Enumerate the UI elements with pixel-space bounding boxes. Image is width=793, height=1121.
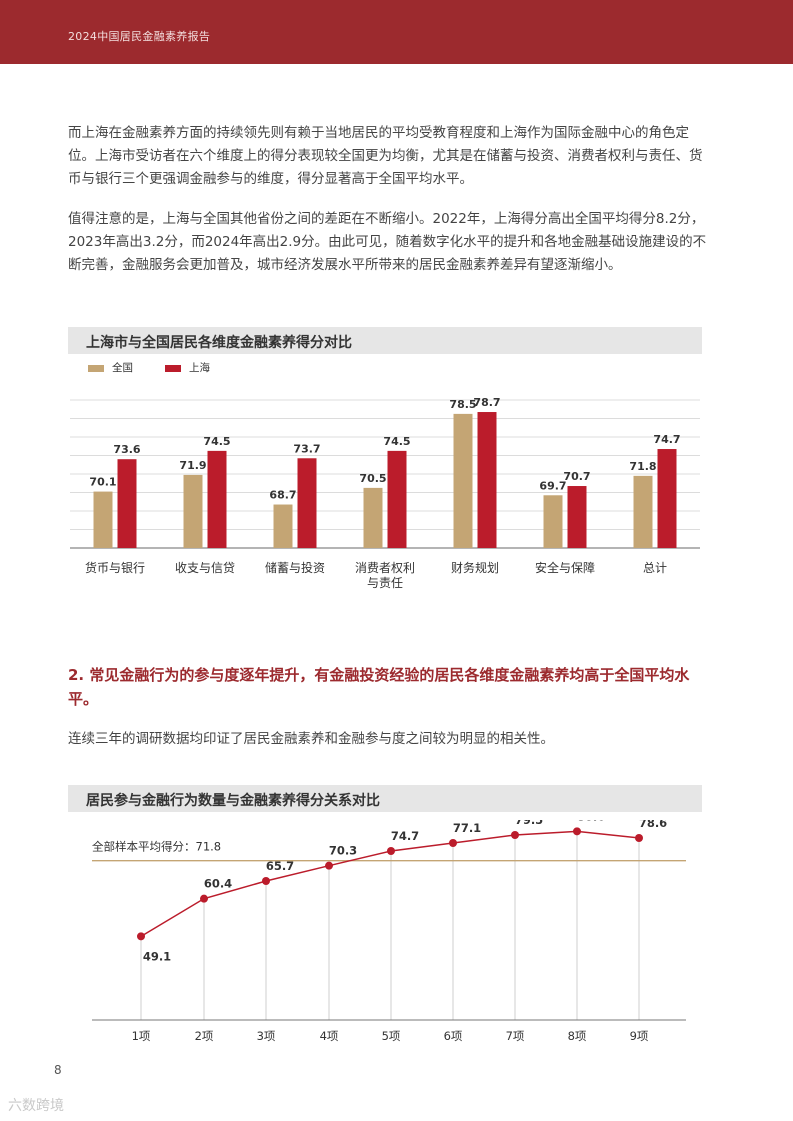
- bar-national: [363, 487, 383, 548]
- paragraph-1: 而上海在金融素养方面的持续领先则有赖于当地居民的平均受教育程度和上海作为国际金融…: [68, 125, 703, 187]
- bar-shanghai: [387, 450, 407, 548]
- bar-category-label: 安全与保障: [535, 560, 595, 575]
- section-heading: 2. 常见金融行为的参与度逐年提升，有金融投资经验的居民各维度金融素养均高于全国…: [68, 666, 690, 708]
- page-number: 8: [54, 1063, 62, 1077]
- legend-item-national: 全国: [88, 360, 133, 375]
- bar-value-label: 71.9: [179, 459, 206, 472]
- bar-value-label: 70.1: [89, 476, 116, 489]
- bar-value-label: 78.5: [449, 398, 476, 411]
- bar-chart: 70.1 73.6 货币与银行 71.9 74.5 收支与信贷 68.7 73.7 储蓄与投资 7…: [70, 396, 700, 590]
- bar-value-label: 71.8: [629, 460, 656, 473]
- x-tick-label: 4项: [320, 1029, 339, 1043]
- x-tick-label: 5项: [382, 1029, 401, 1043]
- bar-category-label: 财务规划: [451, 560, 499, 575]
- bar-value-label: 78.7: [473, 396, 500, 409]
- data-point-label: 78.6: [639, 820, 667, 830]
- bar-national: [543, 495, 563, 548]
- legend-label-shanghai: 上海: [189, 362, 210, 374]
- bar-value-label: 74.5: [383, 435, 410, 448]
- line-chart-title-bar: 居民参与金融行为数量与金融素养得分关系对比: [68, 785, 702, 812]
- watermark: 六数跨境: [8, 1098, 64, 1114]
- bar-chart-title-bar: 上海市与全国居民各维度金融素养得分对比: [68, 327, 702, 354]
- bar-shanghai: [567, 486, 587, 548]
- data-point-label: 65.7: [266, 859, 294, 873]
- section-text: 连续三年的调研数据均印证了居民金融素养和金融参与度之间较为明显的相关性。: [68, 731, 554, 747]
- bar-category-label: 消费者权利: [355, 561, 415, 575]
- data-point-label: 79.5: [515, 820, 543, 827]
- x-tick-label: 6项: [444, 1029, 463, 1043]
- report-title: 2024中国居民金融素养报告: [68, 30, 211, 43]
- x-tick-label: 9项: [630, 1029, 649, 1043]
- bar-value-label: 74.7: [653, 433, 680, 446]
- bar-category-label: 总计: [643, 561, 667, 575]
- legend-swatch-shanghai: [165, 364, 181, 372]
- page-header: 2024中国居民金融素养报告: [0, 0, 793, 64]
- bar-category-label: 收支与信贷: [175, 561, 235, 575]
- x-tick-label: 7项: [506, 1029, 525, 1043]
- data-point-label: 70.3: [329, 844, 357, 858]
- bar-value-label: 70.5: [359, 472, 386, 485]
- bar-chart-title: 上海市与全国居民各维度金融素养得分对比: [86, 335, 352, 351]
- bar-value-label: 69.7: [539, 479, 566, 492]
- bar-value-label: 70.7: [563, 470, 590, 483]
- bar-category-label: 储蓄与投资: [265, 560, 325, 575]
- data-point: [137, 932, 145, 941]
- data-point: [200, 894, 208, 903]
- bar-shanghai: [477, 412, 497, 548]
- bar-national: [183, 474, 203, 548]
- bar-value-label: 73.7: [293, 442, 320, 455]
- bar-national: [93, 491, 113, 548]
- line-chart-title: 居民参与金融行为数量与金融素养得分关系对比: [86, 793, 380, 809]
- bar-national: [633, 475, 653, 548]
- bar-national: [453, 413, 473, 548]
- legend-item-shanghai: 上海: [165, 360, 210, 375]
- bar-value-label: 68.7: [269, 489, 296, 502]
- bar-category-label: 货币与银行: [85, 560, 145, 575]
- data-point-label: 77.1: [453, 821, 481, 835]
- bar-shanghai: [117, 459, 137, 548]
- x-tick-label: 1项: [132, 1029, 151, 1043]
- bar-category-label: 与责任: [367, 576, 403, 590]
- bar-national: [273, 504, 293, 548]
- reference-label: 全部样本平均得分：71.8: [92, 840, 221, 854]
- x-tick-label: 3项: [257, 1029, 276, 1043]
- bar-shanghai: [207, 450, 227, 548]
- data-point: [262, 877, 270, 885]
- line-chart: 全部样本平均得分：71.8 49.1 1项 60.4 2项 65.7 3项 70.3 4项 74.…: [92, 820, 686, 1043]
- legend-label-national: 全国: [112, 362, 133, 374]
- data-point-label: 80.6: [577, 820, 605, 823]
- bar-value-label: 73.6: [113, 443, 140, 456]
- data-point: [325, 861, 333, 870]
- data-point-label: 60.4: [204, 877, 232, 891]
- data-point: [511, 831, 519, 839]
- paragraph-2: 值得注意的是，上海与全国其他省份之间的差距在不断缩小。2022年，上海得分高出全…: [68, 211, 707, 273]
- bar-value-label: 74.5: [203, 435, 230, 448]
- data-point: [387, 847, 395, 855]
- data-point: [449, 839, 457, 847]
- x-tick-label: 8项: [568, 1029, 587, 1043]
- data-point: [573, 827, 581, 836]
- data-point-label: 49.1: [143, 949, 171, 963]
- bar-shanghai: [297, 458, 317, 548]
- x-tick-label: 2项: [195, 1029, 214, 1043]
- data-point: [635, 834, 643, 842]
- legend-swatch-national: [88, 364, 104, 372]
- bar-shanghai: [657, 449, 677, 548]
- data-point-label: 74.7: [391, 829, 419, 843]
